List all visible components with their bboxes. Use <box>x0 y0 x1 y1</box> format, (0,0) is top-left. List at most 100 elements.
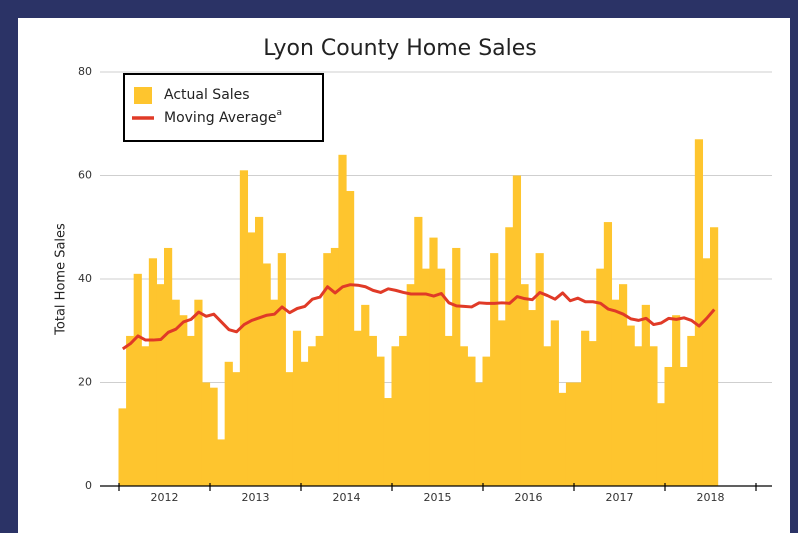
bar <box>224 361 233 486</box>
bars <box>118 139 719 487</box>
bar <box>429 237 438 486</box>
x-tick-label: 2012 <box>151 491 179 504</box>
bar <box>626 325 635 486</box>
legend: Actual Sales Moving Averagea <box>123 73 324 142</box>
legend-label: Moving Averagea <box>164 108 282 127</box>
bar <box>573 382 582 486</box>
bar <box>672 315 681 486</box>
bar <box>277 253 286 486</box>
bar <box>467 356 476 486</box>
chart-title: Lyon County Home Sales <box>263 36 537 61</box>
bar <box>414 216 423 486</box>
bar <box>262 263 271 486</box>
bar <box>383 398 393 486</box>
legend-box <box>123 73 324 142</box>
bar <box>323 253 332 486</box>
x-tick-label: 2016 <box>515 491 543 504</box>
bar <box>497 320 506 486</box>
y-axis-label: Total Home Sales <box>54 223 69 336</box>
bar <box>649 346 658 486</box>
bar <box>217 439 226 486</box>
bar <box>133 273 142 486</box>
bar <box>437 268 446 486</box>
bar <box>550 320 559 486</box>
y-tick-label: 80 <box>78 65 92 78</box>
bar <box>232 372 241 486</box>
bar <box>558 392 567 486</box>
bar <box>641 304 650 486</box>
bar <box>285 372 294 486</box>
x-tick-label: 2013 <box>242 491 270 504</box>
bar <box>490 253 499 486</box>
bar <box>247 232 256 486</box>
x-tick-label: 2018 <box>697 491 725 504</box>
bar <box>664 366 673 486</box>
bar <box>452 247 461 486</box>
bar <box>399 335 408 486</box>
bar <box>634 346 643 486</box>
bar <box>338 154 347 487</box>
bar <box>543 346 552 486</box>
y-tick-label: 20 <box>78 376 92 389</box>
bar <box>603 222 613 486</box>
bar <box>300 361 309 486</box>
bar <box>171 299 180 486</box>
bar <box>482 356 491 486</box>
legend-label: Actual Sales <box>164 87 250 103</box>
bar <box>270 299 279 486</box>
axes: 0 20 40 60 80 2012 2013 2014 2015 2016 2017 2018 <box>78 65 772 504</box>
bar <box>361 304 370 486</box>
bar <box>444 335 453 486</box>
bar <box>528 310 537 486</box>
x-tick-label: 2015 <box>424 491 452 504</box>
bar <box>156 284 165 486</box>
bar <box>596 268 605 486</box>
bar <box>239 170 249 486</box>
bar <box>619 284 628 486</box>
bar <box>687 335 696 486</box>
bar <box>459 346 468 486</box>
legend-swatch <box>134 87 152 104</box>
bar <box>179 315 188 486</box>
bar <box>148 258 158 486</box>
bar <box>118 408 127 486</box>
bar <box>581 330 590 486</box>
bar <box>209 387 218 486</box>
bar <box>702 258 711 486</box>
bar <box>679 366 688 486</box>
bar <box>292 330 302 486</box>
moving-average-line <box>121 283 716 351</box>
lines <box>121 283 716 351</box>
y-tick-label: 60 <box>78 169 92 182</box>
bar <box>474 382 484 486</box>
bar <box>255 216 264 486</box>
bar <box>141 346 150 486</box>
bar <box>565 382 575 486</box>
bar <box>126 335 135 486</box>
bar <box>520 284 529 486</box>
bar <box>421 268 431 486</box>
bar <box>308 346 317 486</box>
x-tick-label: 2017 <box>606 491 634 504</box>
bar <box>588 341 597 486</box>
bar <box>512 175 522 486</box>
bar <box>346 191 355 486</box>
bar <box>694 139 704 486</box>
y-tick-label: 40 <box>78 272 92 285</box>
bar <box>353 330 362 486</box>
bar <box>710 227 719 486</box>
bar <box>391 346 400 486</box>
bar <box>406 284 415 486</box>
y-tick-label: 0 <box>85 479 92 492</box>
x-tick-label: 2014 <box>333 491 361 504</box>
bar <box>656 403 666 486</box>
bar <box>315 335 324 486</box>
bar <box>535 253 544 486</box>
bar <box>376 356 385 486</box>
legend-footnote: a <box>277 108 283 118</box>
bar <box>201 382 211 486</box>
bar <box>194 299 203 486</box>
bar <box>368 335 377 486</box>
bar <box>505 227 514 486</box>
